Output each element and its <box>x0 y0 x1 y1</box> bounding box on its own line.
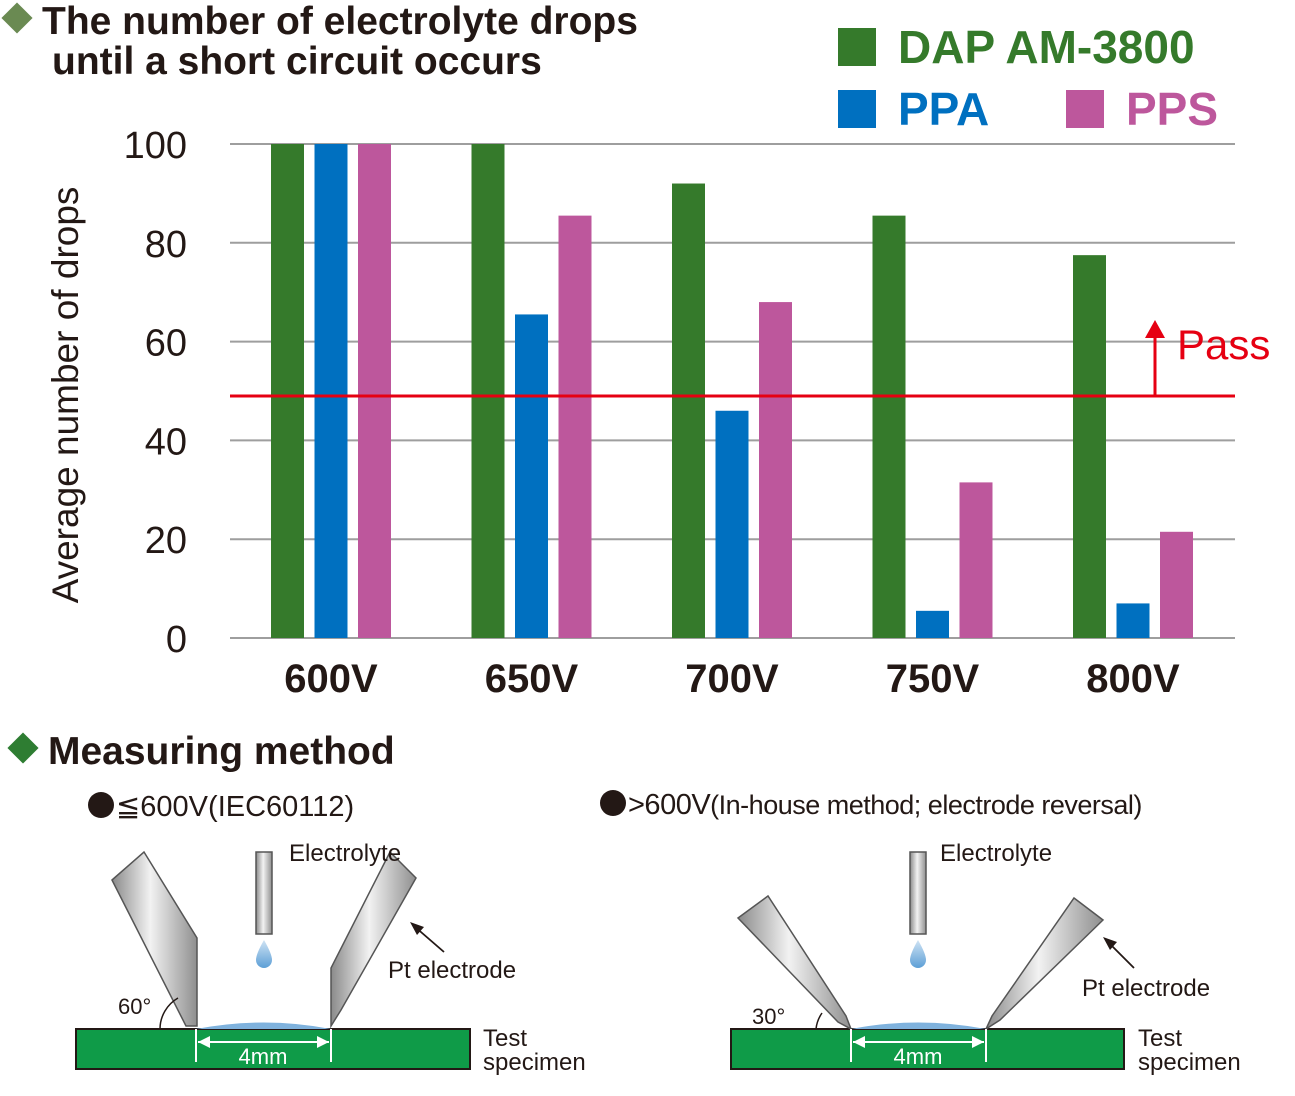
legend-item-ppa: PPA <box>838 82 989 136</box>
electrolyte-nozzle <box>909 851 927 935</box>
x-tick-label: 650V <box>485 657 579 701</box>
pt-electrode-right <box>330 850 417 1029</box>
bullet-icon <box>88 792 114 819</box>
test-specimen <box>75 1028 471 1070</box>
legend-label-ppa: PPA <box>898 83 990 135</box>
pt-electrode-right <box>984 896 1105 1032</box>
y-axis-title: Average number of drops <box>45 187 86 604</box>
angle-arc <box>159 997 179 1030</box>
bar-ppa-700v <box>715 410 749 638</box>
electrode-pointer-arrow-icon <box>1103 937 1117 950</box>
bar-dap-600v <box>271 144 304 638</box>
y-tick-label: 60 <box>145 323 187 365</box>
bar-dap-650v <box>471 144 505 638</box>
bar-pps-700v <box>759 302 792 638</box>
legend-item-pps: PPS <box>1066 82 1218 136</box>
x-tick-label: 600V <box>284 657 378 701</box>
bar-pps-650v <box>558 215 592 638</box>
specimen-label-line2: specimen <box>1138 1049 1241 1076</box>
x-tick-label: 700V <box>685 657 779 701</box>
chart-title: The number of electrolyte drops until a … <box>1 0 638 83</box>
dimension-arrow-right-icon <box>317 1036 329 1048</box>
bar-pps-600v <box>358 144 391 638</box>
electrolyte-puddle <box>196 1022 331 1029</box>
method-title: Measuring method <box>7 730 395 774</box>
angle-arc <box>815 1012 823 1030</box>
electrode-label: Pt electrode <box>1082 975 1210 1002</box>
bar-dap-700v <box>672 183 705 638</box>
electrode-label: Pt electrode <box>388 957 516 984</box>
electrolyte-puddle <box>851 1022 986 1029</box>
legend-item-dap: DAP AM-3800 <box>838 20 1195 74</box>
method-left-heading: ≦600V(IEC60112) <box>88 789 354 824</box>
bar-ppa-600v <box>314 144 348 638</box>
method-right-heading: >600V(In-house method; electrode reversa… <box>600 789 1142 822</box>
droplet-icon <box>910 940 926 968</box>
legend-label-dap: DAP AM-3800 <box>898 21 1195 73</box>
bar-chart: 0 20 40 60 80 100 600V 650V 700V 750V 800V Averag… <box>45 125 1270 701</box>
electrolyte-nozzle <box>255 851 273 935</box>
dimension-arrow-right-icon <box>972 1036 984 1048</box>
droplet-icon <box>256 940 272 968</box>
chart-title-line2: until a short circuit occurs <box>52 40 542 83</box>
bar-ppa-750v <box>916 610 949 638</box>
x-axis-labels: 600V 650V 700V 750V 800V <box>284 657 1180 701</box>
bar-dap-800v <box>1073 255 1106 638</box>
electrode-pointer-arrow-icon <box>410 922 424 935</box>
specimen-label-line1: Test <box>1138 1025 1182 1052</box>
pass-arrow-head-icon <box>1145 319 1165 338</box>
bar-ppa-800v <box>1116 603 1150 638</box>
y-tick-label: 20 <box>145 520 187 562</box>
dimension-arrow-left-icon <box>198 1036 210 1048</box>
method-right-detail: (In-house method; electrode reversal) <box>710 790 1142 820</box>
pt-electrode-left <box>736 894 853 1031</box>
x-tick-label: 800V <box>1086 657 1180 701</box>
method-left-symbol: ≦600V <box>116 791 209 823</box>
legend-swatch-pps <box>1066 90 1104 128</box>
bar-pps-800v <box>1160 531 1193 638</box>
legend-swatch-dap <box>838 28 876 66</box>
electrolyte-label: Electrolyte <box>289 840 401 867</box>
method-title-text: Measuring method <box>48 730 395 773</box>
y-tick-label: 0 <box>166 619 187 661</box>
bar-pps-750v <box>959 482 993 638</box>
gap-label: 4mm <box>239 1044 288 1069</box>
chart-title-line1: The number of electrolyte drops <box>42 0 638 43</box>
method-left-detail: (IEC60112) <box>208 791 355 823</box>
bullet-icon <box>600 790 626 817</box>
x-tick-label: 750V <box>886 657 980 701</box>
y-tick-label: 40 <box>145 421 187 463</box>
method-diamond-icon <box>7 732 39 764</box>
pass-threshold: Pass <box>230 319 1270 398</box>
y-tick-label: 80 <box>145 224 187 266</box>
legend-label-pps: PPS <box>1126 83 1219 135</box>
gap-label: 4mm <box>894 1044 943 1069</box>
dimension-arrow-left-icon <box>853 1036 865 1048</box>
test-specimen <box>730 1028 1125 1070</box>
angle-label: 30° <box>752 1004 785 1029</box>
specimen-label-line2: specimen <box>483 1049 586 1076</box>
y-tick-label: 100 <box>124 125 187 167</box>
bars <box>271 144 1193 638</box>
y-axis-ticks: 0 20 40 60 80 100 <box>124 125 187 661</box>
specimen-label-line1: Test <box>483 1025 527 1052</box>
legend-swatch-ppa <box>838 90 876 128</box>
measuring-method-diagrams: 60° 4mm Electrolyte Pt electrode Test sp… <box>75 840 1241 1076</box>
bar-ppa-650v <box>515 314 548 638</box>
diagram-right: 30° 4mm Electrolyte Pt electrode Test sp… <box>730 840 1241 1076</box>
bar-dap-750v <box>872 215 906 638</box>
angle-label: 60° <box>118 994 151 1019</box>
pass-label: Pass <box>1177 321 1270 368</box>
y-axis-label: Average number of drops <box>45 187 86 604</box>
method-right-symbol: >600V <box>628 789 711 821</box>
diagram-left: 60° 4mm Electrolyte Pt electrode Test sp… <box>75 840 586 1076</box>
electrolyte-label: Electrolyte <box>940 840 1052 867</box>
